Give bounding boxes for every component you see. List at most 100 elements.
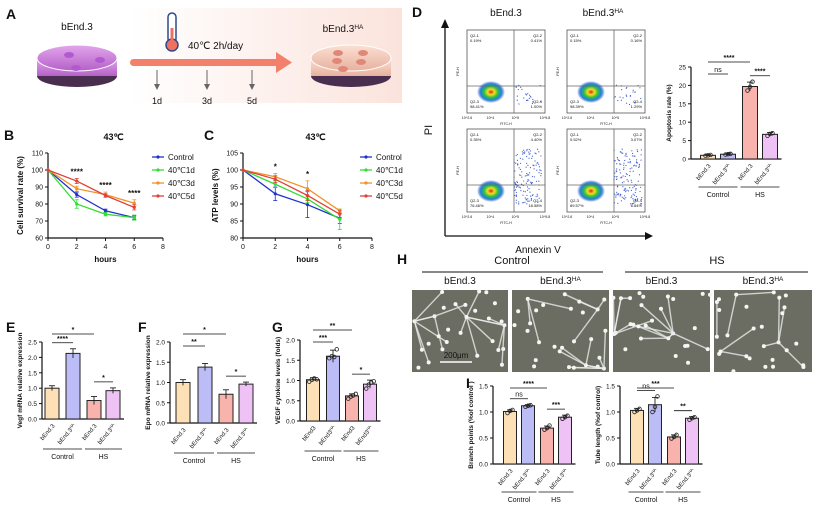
x-tick-label: 10^2.6 (462, 116, 472, 120)
cell-node (643, 323, 648, 328)
legend-marker (364, 155, 368, 159)
event-dot (622, 197, 625, 199)
data-point (348, 394, 353, 399)
x-tick-label: 10^5.8 (640, 215, 650, 219)
event-dot (526, 186, 529, 188)
significance-label: ** (680, 404, 686, 411)
column-header: bEnd.3 (646, 276, 678, 287)
y-axis-label: Epo mRNA relative expression (145, 335, 152, 429)
quadrant-name: Q2-3 (470, 99, 480, 104)
series-line-40℃5d (47, 169, 135, 209)
plot-frame (566, 29, 646, 114)
significance-label: ns (642, 383, 650, 390)
event-dot (629, 168, 631, 170)
event-dot (526, 150, 528, 152)
group-label: HS (356, 456, 366, 463)
significance-label: *** (552, 402, 560, 409)
event-dot (641, 197, 643, 199)
event-dot (515, 194, 517, 196)
event-dot (540, 175, 542, 177)
bar (345, 395, 359, 422)
group-label: HS (551, 497, 561, 504)
y-tick-label: 0.0 (286, 419, 295, 426)
event-dot (623, 168, 625, 170)
bar (44, 387, 60, 420)
tube-segment (454, 303, 467, 318)
event-dot (534, 152, 536, 154)
cell-node (496, 348, 501, 353)
event-dot (621, 152, 623, 154)
event-dot (530, 195, 532, 197)
event-dot (626, 86, 628, 89)
y-axis-label: Tube length (%of control) (595, 386, 602, 464)
tube-segment (527, 298, 572, 310)
cell-node (763, 364, 768, 369)
event-dot (624, 175, 626, 178)
group-label: Control (635, 497, 658, 504)
cell-node (603, 328, 608, 333)
series-line-Control (47, 169, 135, 219)
cell-node (552, 344, 557, 349)
quadrant-value: 1.29% (631, 104, 643, 109)
cell-node (782, 305, 787, 310)
significance-label: * (306, 170, 310, 179)
event-dot (636, 199, 638, 201)
significance-label: **** (128, 189, 141, 198)
x-tick-label: bEnd.3HA (95, 422, 117, 446)
event-dot (631, 195, 633, 197)
x-tick-label: bEnd.3 (171, 427, 188, 446)
significance-label: * (72, 327, 75, 334)
y-tick-label: 85 (230, 219, 238, 226)
group-label: HS (755, 192, 765, 199)
significance-label: **** (724, 55, 735, 62)
event-dot (624, 188, 626, 190)
cell-node (486, 316, 491, 321)
event-dot (631, 150, 633, 152)
y-tick-label: 1.5 (606, 384, 615, 391)
cell-node (572, 339, 577, 344)
y-tick-label: 25 (679, 65, 687, 72)
cell-node (780, 311, 785, 316)
panel-letter-d: D (412, 4, 422, 20)
event-dot (532, 101, 534, 103)
event-dot (623, 164, 625, 166)
column-header: bEnd.3HA (540, 276, 581, 288)
event-dot (515, 191, 518, 194)
cell-node (770, 357, 775, 362)
event-dot (525, 93, 527, 95)
cell-node (562, 292, 567, 297)
quadrant-value: 1.00% (531, 104, 543, 109)
quadrant-value: 98.41% (470, 104, 484, 109)
event-dot (520, 86, 522, 88)
cell-node (718, 349, 723, 354)
data-point (747, 84, 753, 90)
data-point (637, 406, 642, 412)
data-point (674, 432, 679, 438)
quadrant-value: 0.15% (570, 38, 582, 43)
event-dot (625, 153, 627, 156)
event-dot (515, 202, 517, 204)
data-point (305, 203, 310, 207)
cell-node (567, 365, 572, 370)
treatment-label: 40℃ 2h/day (188, 41, 243, 52)
y-tick-label: 1.5 (28, 370, 37, 377)
cell-node (637, 291, 642, 296)
cell-node (512, 323, 517, 328)
end-label: bEnd.3HA (323, 24, 364, 36)
event-dot (522, 152, 525, 154)
bar (742, 86, 758, 160)
event-dot (527, 93, 529, 95)
event-dot (617, 194, 619, 196)
column-header: bEnd.3HA (743, 276, 784, 288)
event-dot (639, 190, 641, 193)
legend-label: Control (168, 153, 194, 162)
event-dot (525, 94, 528, 96)
event-dot (526, 99, 528, 101)
tube-segment (579, 301, 598, 311)
legend-marker (156, 194, 160, 198)
event-dot (624, 155, 626, 157)
tube-formation-image (512, 290, 609, 372)
quadrant-value: 76.46% (470, 203, 484, 208)
x-tick-label: 0 (46, 244, 50, 251)
cell-node (537, 340, 542, 345)
